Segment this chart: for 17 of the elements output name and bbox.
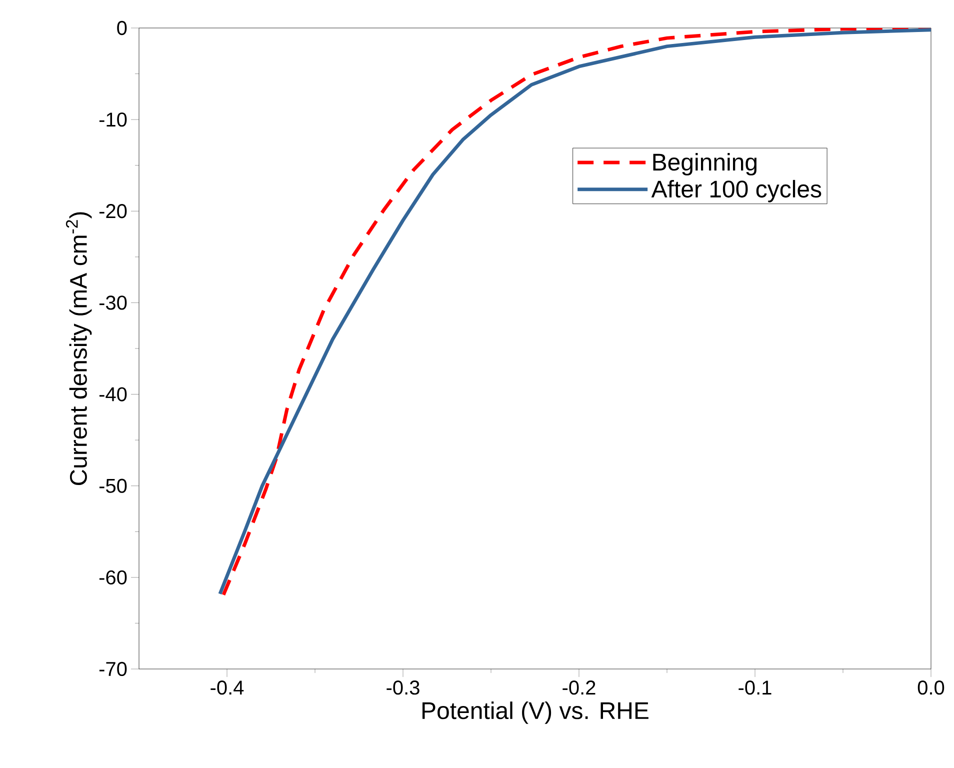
x-tick-label: -0.4 xyxy=(210,680,244,695)
y-tick-label: -60 xyxy=(99,570,127,584)
x-tick-label: 0.0 xyxy=(918,680,944,695)
y-tick-label: -50 xyxy=(99,478,127,493)
x-axis-title: Potential (V) vs. RHE xyxy=(422,702,648,724)
y-tick-label: 0 xyxy=(117,20,127,36)
legend-label: Beginning xyxy=(653,153,756,176)
x-tick-label: -0.1 xyxy=(738,680,772,695)
y-axis-title: Current density (mA cm$^{-2}$) xyxy=(66,212,92,486)
y-tick-label: -70 xyxy=(99,662,127,676)
y-tick-label: -20 xyxy=(99,204,127,218)
y-tick-label: -40 xyxy=(99,387,127,402)
y-tick-label: -30 xyxy=(99,296,127,310)
x-tick-label: -0.2 xyxy=(562,680,596,695)
legend-label: After 100 cycles xyxy=(651,180,822,202)
y-tick-label: -10 xyxy=(99,112,127,127)
x-tick-label: -0.3 xyxy=(386,680,420,695)
